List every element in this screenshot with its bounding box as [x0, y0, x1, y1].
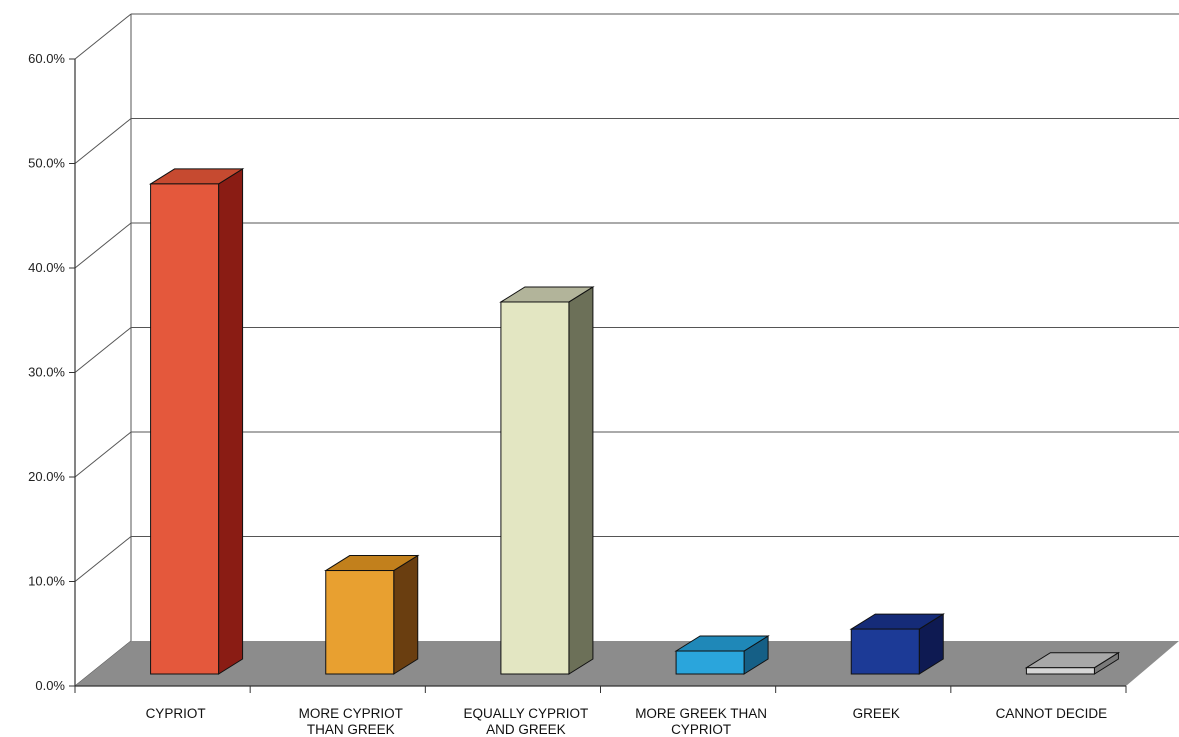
wall-gridline [74, 13, 132, 60]
axes [69, 14, 1127, 693]
bars [148, 167, 1121, 675]
bar-front [675, 650, 745, 675]
y-tick-label: 20.0% [28, 469, 65, 484]
labels: 0.0% 10.0% 20.0% 30.0% 40.0% 50.0% 60.0% CYPRIO… [28, 51, 1107, 737]
x-tick-label: MORE CYPRIOT THAN GREEK [299, 706, 403, 737]
bar-side [393, 554, 419, 675]
bar [324, 554, 420, 675]
bar [849, 613, 945, 675]
y-tick-label: 40.0% [28, 260, 65, 275]
y-tick-label: 30.0% [28, 365, 65, 380]
x-tick-label: CANNOT DECIDE [996, 706, 1108, 721]
bar [148, 167, 245, 675]
wall-gridline [74, 327, 132, 373]
y-tick-label: 60.0% [28, 51, 65, 66]
x-tick-label: CYPRIOT [146, 706, 206, 721]
wall-gridline [74, 431, 132, 478]
bar-side [568, 286, 594, 675]
bar-front [325, 570, 395, 675]
wall-gridline [74, 536, 132, 582]
bar-front [850, 628, 920, 675]
wall-gridline [74, 118, 132, 164]
bar-side [218, 167, 244, 675]
bar [499, 286, 595, 675]
wall-gridline [74, 222, 132, 269]
gridlines [74, 13, 1179, 687]
bar-front [1025, 667, 1095, 675]
y-tick-label: 10.0% [28, 574, 65, 589]
y-tick-label: 50.0% [28, 156, 65, 171]
bar [674, 635, 770, 675]
bar-front [150, 183, 220, 675]
bar-front [500, 301, 570, 675]
x-tick-label: MORE GREEK THAN CYPRIOT [635, 706, 767, 737]
x-tick-label: GREEK [853, 706, 900, 721]
bar [1024, 651, 1121, 675]
y-tick-label: 0.0% [35, 678, 65, 693]
x-tick-label: EQUALLY CYPRIOT AND GREEK [464, 706, 589, 737]
